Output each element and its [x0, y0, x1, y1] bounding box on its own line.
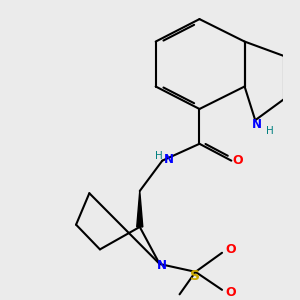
Polygon shape	[137, 191, 143, 227]
Text: H: H	[155, 151, 162, 161]
Text: H: H	[266, 126, 274, 136]
Text: N: N	[252, 118, 262, 131]
Text: O: O	[225, 286, 236, 299]
Text: N: N	[157, 260, 166, 272]
Text: O: O	[225, 243, 236, 256]
Text: S: S	[190, 269, 200, 284]
Text: N: N	[164, 153, 174, 166]
Text: O: O	[233, 154, 244, 167]
